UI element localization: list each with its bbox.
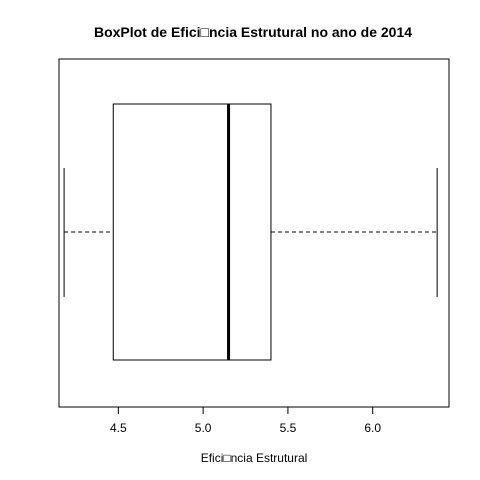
x-tick-label: 4.5 xyxy=(110,421,127,435)
chart-title: BoxPlot de Efici□ncia Estrutural no ano … xyxy=(94,24,412,40)
plot-frame xyxy=(59,59,449,407)
x-tick-label: 6.0 xyxy=(364,421,381,435)
x-tick-label: 5.5 xyxy=(280,421,297,435)
iqr-box xyxy=(113,104,271,360)
x-tick-label: 5.0 xyxy=(195,421,212,435)
box-plot xyxy=(64,104,437,360)
x-axis: 4.5 5.0 5.5 6.0 xyxy=(110,407,381,435)
x-axis-label: Efici□ncia Estrutural xyxy=(201,451,308,465)
